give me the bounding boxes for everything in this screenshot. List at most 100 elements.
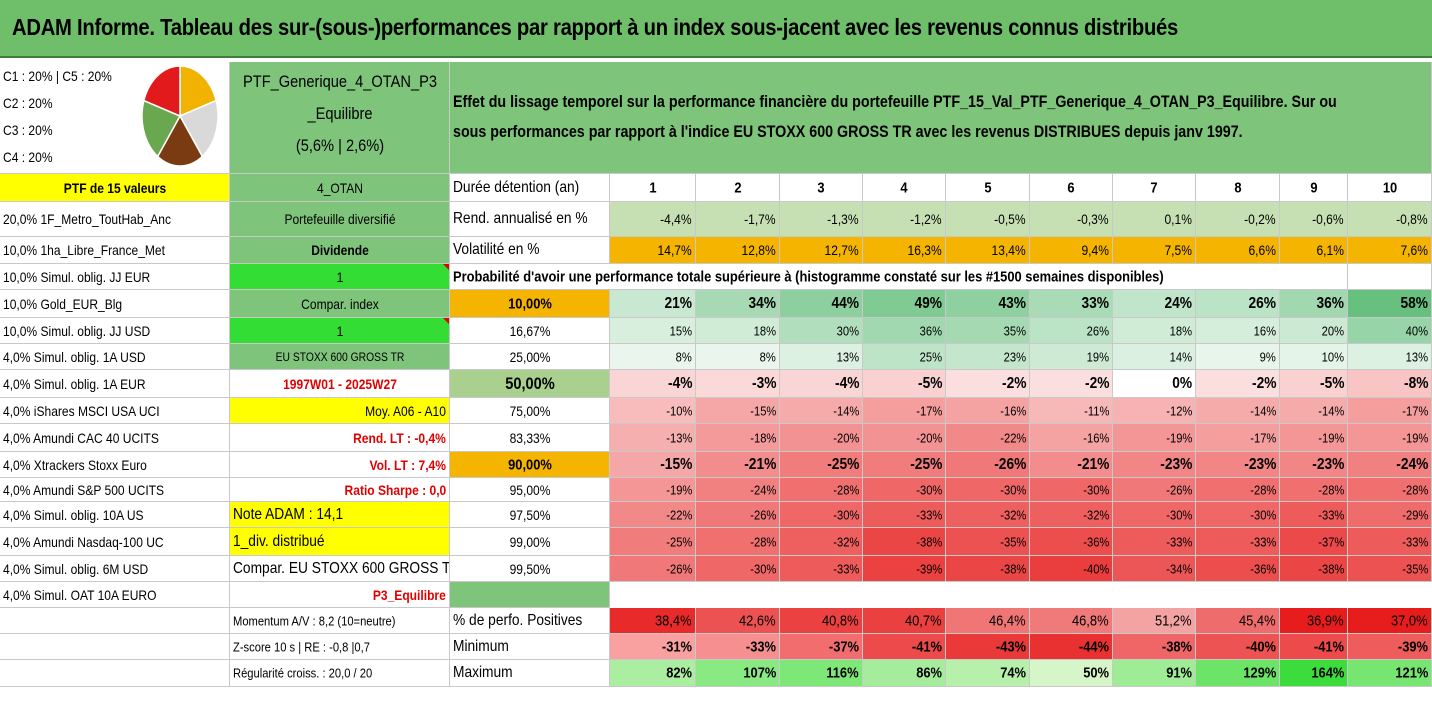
quantile-value[interactable]: 24% xyxy=(1113,290,1196,318)
quantile-value[interactable]: -20% xyxy=(780,424,863,452)
quantile-value[interactable]: -26% xyxy=(610,556,696,582)
quantile-value[interactable]: -25% xyxy=(780,452,863,478)
quantile-value[interactable]: -17% xyxy=(1348,398,1432,424)
info-item[interactable]: EU STOXX 600 GROSS TR xyxy=(230,344,450,370)
volatility-value[interactable]: 7,5% xyxy=(1113,237,1196,264)
quantile-value[interactable]: -26% xyxy=(1113,478,1196,502)
year-header[interactable]: 2 xyxy=(696,174,780,202)
quantile-value[interactable]: -36% xyxy=(1196,556,1280,582)
quantile-value[interactable]: -4% xyxy=(610,370,696,398)
quantile-value[interactable]: -28% xyxy=(1196,478,1280,502)
maximum-value[interactable]: 129% xyxy=(1196,660,1280,687)
quantile-value[interactable]: -21% xyxy=(696,452,780,478)
quantile-value[interactable]: -38% xyxy=(863,528,946,556)
annual-return-value[interactable]: -0,6% xyxy=(1280,202,1348,237)
maximum-value[interactable]: 91% xyxy=(1113,660,1196,687)
quantile-value[interactable]: -2% xyxy=(946,370,1030,398)
quantile-value[interactable]: -33% xyxy=(1280,502,1348,528)
minimum-value[interactable]: -31% xyxy=(610,634,696,660)
quantile-value[interactable]: 8% xyxy=(696,344,780,370)
quantile-value[interactable]: 26% xyxy=(1030,318,1113,344)
quantile-label[interactable]: 83,33% xyxy=(450,424,610,452)
holding-item[interactable]: 4,0% Simul. oblig. 1A USD xyxy=(0,344,230,370)
holding-item[interactable]: 4,0% Amundi S&P 500 UCITS xyxy=(0,478,230,502)
quantile-label[interactable]: 95,00% xyxy=(450,478,610,502)
quantile-label[interactable]: 16,67% xyxy=(450,318,610,344)
info-item[interactable]: 1_div. distribué xyxy=(230,528,450,556)
info-item[interactable]: P3_Equilibre xyxy=(230,582,450,608)
year-header[interactable]: 9 xyxy=(1280,174,1348,202)
quantile-value[interactable]: -32% xyxy=(1030,502,1113,528)
quantile-value[interactable]: -5% xyxy=(1280,370,1348,398)
year-header[interactable]: 8 xyxy=(1196,174,1280,202)
quantile-value[interactable]: -28% xyxy=(780,478,863,502)
quantile-value[interactable]: 8% xyxy=(610,344,696,370)
holding-item[interactable]: 4,0% iShares MSCI USA UCI xyxy=(0,398,230,424)
quantile-label[interactable]: 10,00% xyxy=(450,290,610,318)
quantile-value[interactable]: -4% xyxy=(780,370,863,398)
quantile-value[interactable]: 13% xyxy=(780,344,863,370)
quantile-value[interactable]: -29% xyxy=(1348,502,1432,528)
quantile-value[interactable]: 26% xyxy=(1196,290,1280,318)
quantile-value[interactable]: 40% xyxy=(1348,318,1432,344)
quantile-value[interactable]: -35% xyxy=(1348,556,1432,582)
quantile-value[interactable]: 14% xyxy=(1113,344,1196,370)
positive-value[interactable]: 37,0% xyxy=(1348,608,1432,634)
annual-return-label[interactable]: Rend. annualisé en % xyxy=(450,202,610,237)
positive-value[interactable]: 38,4% xyxy=(610,608,696,634)
quantile-value[interactable]: -33% xyxy=(780,556,863,582)
quantile-value[interactable]: 34% xyxy=(696,290,780,318)
maximum-value[interactable]: 50% xyxy=(1030,660,1113,687)
volatility-value[interactable]: 6,1% xyxy=(1280,237,1348,264)
quantile-value[interactable]: -19% xyxy=(1348,424,1432,452)
quantile-value[interactable]: -32% xyxy=(946,502,1030,528)
year-header[interactable]: 3 xyxy=(780,174,863,202)
quantile-value[interactable]: -30% xyxy=(1196,502,1280,528)
quantile-value[interactable]: -14% xyxy=(1280,398,1348,424)
holding-item[interactable]: 10,0% Gold_EUR_Blg xyxy=(0,290,230,318)
portfolio-name-cell[interactable]: PTF_Generique_4_OTAN_P3 _Equilibre (5,6% |… xyxy=(230,62,450,174)
quantile-value[interactable]: -21% xyxy=(1030,452,1113,478)
quantile-value[interactable]: 33% xyxy=(1030,290,1113,318)
quantile-value[interactable]: -36% xyxy=(1030,528,1113,556)
info-item[interactable]: Ratio Sharpe : 0,0 xyxy=(230,478,450,502)
holding-item[interactable]: 4,0% Simul. oblig. 1A EUR xyxy=(0,370,230,398)
empty-cell[interactable] xyxy=(1348,264,1432,290)
quantile-value[interactable]: -30% xyxy=(1030,478,1113,502)
holding-item[interactable]: 10,0% 1ha_Libre_France_Met xyxy=(0,237,230,264)
volatility-label[interactable]: Volatilité en % xyxy=(450,237,610,264)
volatility-value[interactable]: 12,7% xyxy=(780,237,863,264)
quantile-value[interactable]: -30% xyxy=(696,556,780,582)
allocation-cell[interactable]: C1 : 20% | C5 : 20% C2 : 20% C3 : 20% C4 : … xyxy=(0,62,230,174)
quantile-value[interactable]: -33% xyxy=(863,502,946,528)
quantile-value[interactable]: -14% xyxy=(1196,398,1280,424)
quantile-value[interactable]: -32% xyxy=(780,528,863,556)
minimum-value[interactable]: -38% xyxy=(1113,634,1196,660)
quantile-value[interactable]: -13% xyxy=(610,424,696,452)
stat-item[interactable]: Z-score 10 s | RE : -0,8 |0,7 xyxy=(230,634,450,660)
quantile-value[interactable]: -14% xyxy=(780,398,863,424)
maximum-value[interactable]: 82% xyxy=(610,660,696,687)
stat-item[interactable]: Régularité croiss. : 20,0 / 20 xyxy=(230,660,450,687)
year-header[interactable]: 1 xyxy=(610,174,696,202)
info-item[interactable]: 1997W01 - 2025W27 xyxy=(230,370,450,398)
quantile-value[interactable]: -17% xyxy=(1196,424,1280,452)
quantile-value[interactable]: -8% xyxy=(1348,370,1432,398)
annual-return-value[interactable]: 0,1% xyxy=(1113,202,1196,237)
empty-cell[interactable] xyxy=(450,582,610,608)
empty-cell[interactable] xyxy=(0,660,230,687)
quantile-value[interactable]: -30% xyxy=(863,478,946,502)
positive-value[interactable]: 51,2% xyxy=(1113,608,1196,634)
holding-item[interactable]: 20,0% 1F_Metro_ToutHab_Anc xyxy=(0,202,230,237)
holding-item[interactable]: 10,0% Simul. oblig. JJ USD xyxy=(0,318,230,344)
annual-return-value[interactable]: -0,8% xyxy=(1348,202,1432,237)
info-4-otan[interactable]: 4_OTAN xyxy=(230,174,450,202)
quantile-value[interactable]: 21% xyxy=(610,290,696,318)
quantile-value[interactable]: 19% xyxy=(1030,344,1113,370)
volatility-value[interactable]: 16,3% xyxy=(863,237,946,264)
quantile-value[interactable]: -33% xyxy=(1196,528,1280,556)
info-item[interactable]: Compar. index xyxy=(230,290,450,318)
holding-item[interactable]: 4,0% Amundi Nasdaq-100 UC xyxy=(0,528,230,556)
quantile-value[interactable]: -16% xyxy=(946,398,1030,424)
quantile-value[interactable]: -34% xyxy=(1113,556,1196,582)
